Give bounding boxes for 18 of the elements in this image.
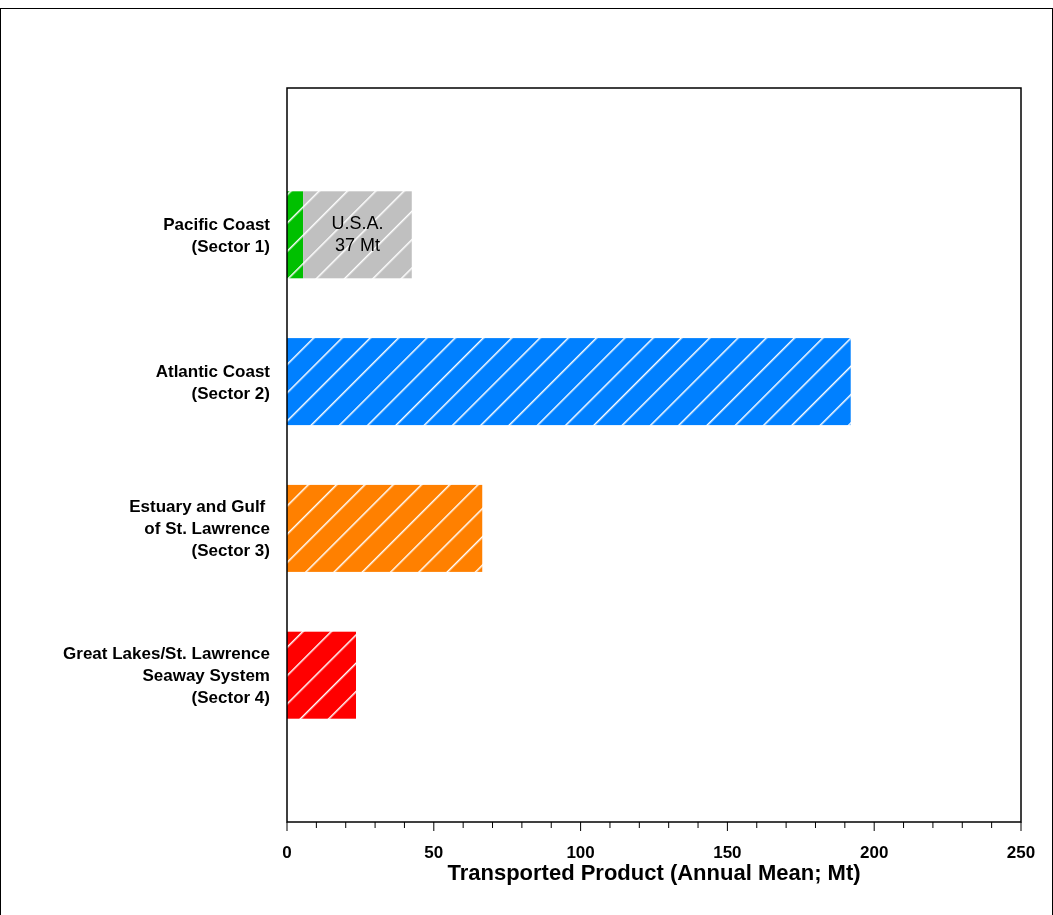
x-tick-label: 50 bbox=[424, 843, 444, 862]
y-tick-label: Pacific Coast (Sector 1) bbox=[163, 214, 271, 256]
x-tick-label: 200 bbox=[860, 843, 889, 862]
bar bbox=[287, 191, 304, 279]
bar bbox=[303, 191, 412, 279]
x-tick-label: 250 bbox=[1006, 843, 1036, 862]
bar bbox=[287, 631, 356, 719]
y-tick-label: Estuary and Gulf of St. Lawrence (Sector 3) bbox=[129, 497, 270, 561]
data-label: 37 Mt bbox=[334, 234, 380, 255]
x-axis-title: Transported Product (Annual Mean; Mt) bbox=[447, 860, 861, 885]
y-tick-label: Atlantic Coast (Sector 2) bbox=[155, 361, 271, 403]
series-label: U.S.A. bbox=[331, 212, 384, 233]
x-tick-label: 0 bbox=[282, 843, 292, 862]
bar bbox=[287, 338, 851, 426]
y-tick-label: Great Lakes/St. Lawrence Seaway System (Sector 4) bbox=[63, 644, 270, 708]
bar bbox=[287, 484, 483, 572]
x-tick-label: 100 bbox=[566, 843, 595, 862]
x-tick-label: 150 bbox=[713, 843, 742, 862]
